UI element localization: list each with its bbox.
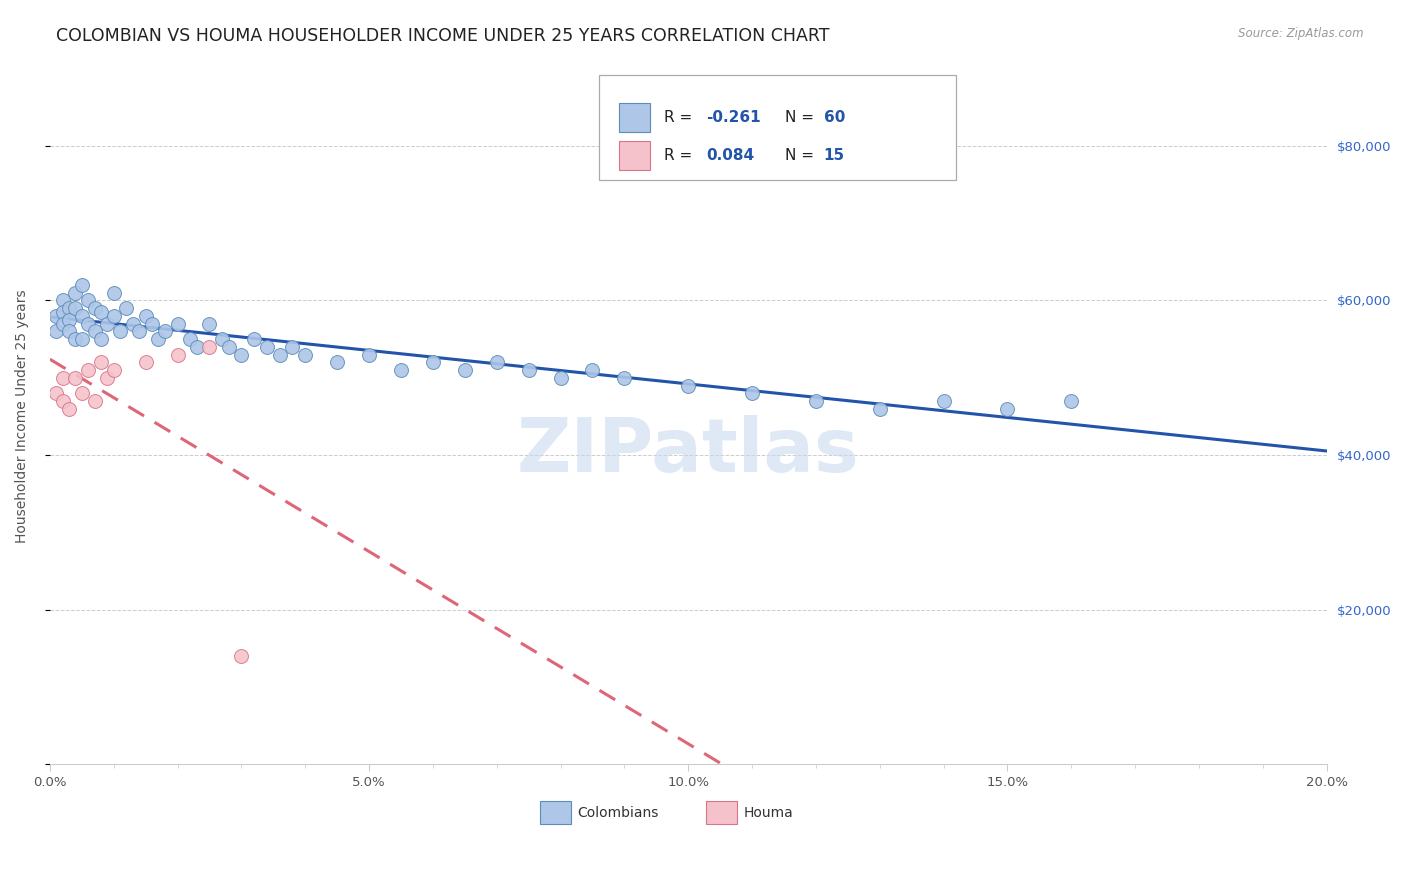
Point — [231, 649, 253, 664]
Point — [517, 363, 540, 377]
Point — [108, 325, 131, 339]
Point — [186, 340, 208, 354]
Point — [90, 332, 112, 346]
Text: -0.261: -0.261 — [706, 110, 761, 125]
Point — [198, 340, 221, 354]
Point — [128, 325, 150, 339]
Point — [613, 371, 636, 385]
Point — [58, 313, 80, 327]
Point — [294, 348, 316, 362]
Point — [741, 386, 763, 401]
Text: R =: R = — [664, 148, 697, 163]
Point — [52, 371, 75, 385]
Point — [58, 325, 80, 339]
Point — [135, 355, 157, 369]
Point — [179, 332, 201, 346]
Point — [65, 301, 87, 316]
Point — [77, 317, 100, 331]
Point — [65, 332, 87, 346]
Point — [58, 301, 80, 316]
Point — [115, 301, 138, 316]
Point — [422, 355, 444, 369]
Point — [103, 285, 125, 300]
FancyBboxPatch shape — [540, 801, 571, 824]
Text: Houma: Houma — [744, 806, 793, 820]
Point — [83, 325, 105, 339]
Point — [211, 332, 233, 346]
Point — [148, 332, 170, 346]
Point — [389, 363, 412, 377]
Point — [581, 363, 603, 377]
Point — [52, 293, 75, 308]
Text: COLOMBIAN VS HOUMA HOUSEHOLDER INCOME UNDER 25 YEARS CORRELATION CHART: COLOMBIAN VS HOUMA HOUSEHOLDER INCOME UN… — [56, 27, 830, 45]
Text: Colombians: Colombians — [576, 806, 658, 820]
Point — [70, 332, 93, 346]
Point — [166, 348, 188, 362]
Point — [52, 394, 75, 409]
Point — [997, 401, 1019, 416]
Point — [166, 317, 188, 331]
Point — [70, 278, 93, 293]
Point — [1060, 394, 1083, 409]
Point — [198, 317, 221, 331]
Point — [218, 340, 240, 354]
Point — [45, 325, 67, 339]
Point — [90, 355, 112, 369]
Point — [77, 293, 100, 308]
Point — [550, 371, 572, 385]
Point — [45, 386, 67, 401]
Point — [103, 309, 125, 323]
Point — [678, 378, 700, 392]
Point — [52, 317, 75, 331]
Point — [357, 348, 380, 362]
Point — [804, 394, 827, 409]
Text: 15: 15 — [824, 148, 845, 163]
Point — [231, 348, 253, 362]
Point — [103, 363, 125, 377]
Point — [65, 371, 87, 385]
Point — [869, 401, 891, 416]
Text: N =: N = — [786, 110, 820, 125]
Point — [141, 317, 163, 331]
Text: 60: 60 — [824, 110, 845, 125]
Point — [70, 386, 93, 401]
Point — [135, 309, 157, 323]
Point — [932, 394, 955, 409]
Point — [454, 363, 477, 377]
Point — [65, 285, 87, 300]
Point — [485, 355, 508, 369]
FancyBboxPatch shape — [706, 801, 737, 824]
Point — [45, 309, 67, 323]
FancyBboxPatch shape — [599, 76, 956, 180]
Point — [77, 363, 100, 377]
Point — [83, 394, 105, 409]
Point — [326, 355, 349, 369]
FancyBboxPatch shape — [619, 141, 650, 170]
FancyBboxPatch shape — [619, 103, 650, 132]
Point — [90, 305, 112, 319]
Point — [121, 317, 143, 331]
Point — [269, 348, 291, 362]
Y-axis label: Householder Income Under 25 years: Householder Income Under 25 years — [15, 290, 30, 543]
Point — [83, 301, 105, 316]
Point — [52, 305, 75, 319]
Point — [256, 340, 278, 354]
Text: 0.084: 0.084 — [706, 148, 754, 163]
Point — [243, 332, 266, 346]
Text: N =: N = — [786, 148, 820, 163]
Point — [70, 309, 93, 323]
Text: ZIPatlas: ZIPatlas — [517, 415, 859, 488]
Point — [153, 325, 176, 339]
Point — [96, 371, 118, 385]
Text: R =: R = — [664, 110, 697, 125]
Point — [96, 317, 118, 331]
Point — [58, 401, 80, 416]
Point — [281, 340, 304, 354]
Text: Source: ZipAtlas.com: Source: ZipAtlas.com — [1239, 27, 1364, 40]
